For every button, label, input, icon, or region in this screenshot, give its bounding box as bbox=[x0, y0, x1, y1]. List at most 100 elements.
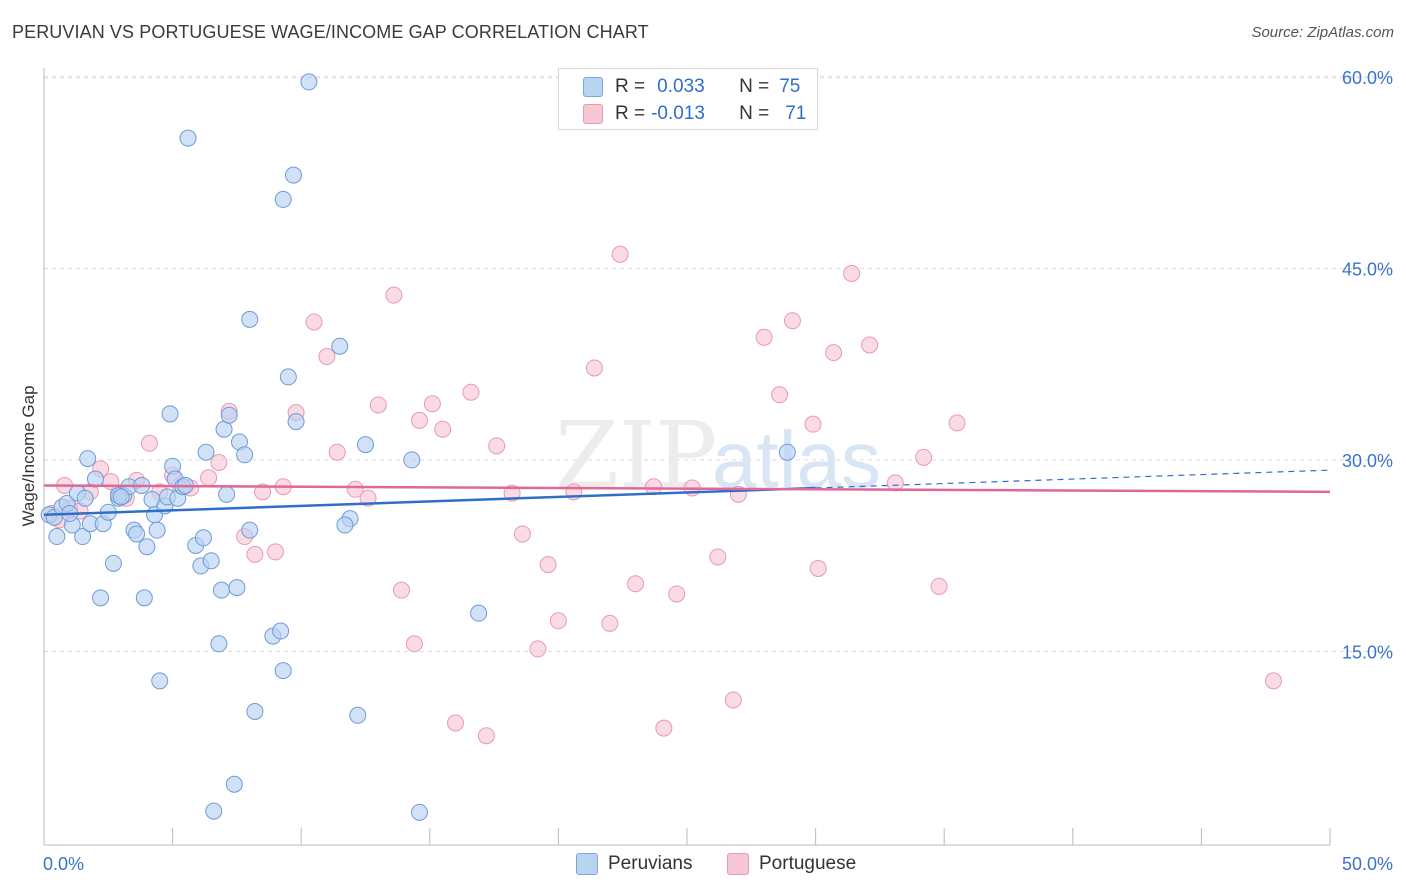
peruvian-trend-extension bbox=[815, 469, 1331, 489]
y-axis-label: Wage/Income Gap bbox=[19, 385, 38, 526]
portuguese-point bbox=[783, 312, 801, 330]
portuguese-point bbox=[385, 286, 403, 304]
portuguese-point bbox=[411, 411, 429, 429]
portuguese-point bbox=[825, 344, 843, 362]
peruvian-point bbox=[194, 529, 212, 547]
r-label: R = bbox=[615, 76, 646, 97]
portuguese-point bbox=[200, 469, 218, 487]
peruvian-point bbox=[179, 129, 197, 147]
tick-labels: 15.0% 30.0% 45.0% 60.0% 0.0% 50.0% bbox=[43, 68, 1393, 874]
peruvian-point bbox=[220, 406, 238, 424]
peruvian-point bbox=[128, 525, 146, 543]
pink-swatch bbox=[727, 853, 749, 875]
trend-lines bbox=[43, 469, 1331, 517]
peruvian-point bbox=[218, 485, 236, 503]
chart-title: PERUVIAN VS PORTUGUESE WAGE/INCOME GAP C… bbox=[12, 22, 649, 42]
portuguese-point bbox=[549, 612, 567, 630]
portuguese-point bbox=[755, 328, 773, 346]
stats-legend: R = 0.033 N = 75 R = -0.013 N = 71 bbox=[558, 68, 818, 130]
y-tick-label: 30.0% bbox=[1342, 451, 1393, 471]
peruvian-point bbox=[104, 554, 122, 572]
peruvian-point bbox=[138, 538, 156, 556]
r-value: 0.033 bbox=[657, 76, 705, 97]
peruvian-point bbox=[287, 413, 305, 431]
peruvian-point bbox=[79, 450, 97, 468]
n-label: N = bbox=[739, 103, 770, 124]
portuguese-point bbox=[1264, 672, 1282, 690]
r-label: R = bbox=[615, 103, 646, 124]
portuguese-point bbox=[948, 414, 966, 432]
portuguese-point bbox=[254, 483, 272, 501]
portuguese-point bbox=[804, 415, 822, 433]
portuguese-point bbox=[529, 640, 547, 658]
peruvian-point bbox=[228, 579, 246, 597]
axes bbox=[43, 68, 1331, 846]
portuguese-point bbox=[930, 577, 948, 595]
n-value: 75 bbox=[779, 76, 801, 97]
peruvian-point bbox=[151, 672, 169, 690]
peruvian-point bbox=[236, 446, 254, 464]
peruvian-point bbox=[148, 521, 166, 539]
peruvian-point bbox=[246, 702, 264, 720]
legend-portuguese[interactable]: Portuguese bbox=[727, 851, 856, 877]
portuguese-point bbox=[423, 395, 441, 413]
watermark: ZIP atlas bbox=[555, 402, 881, 509]
portuguese-point bbox=[140, 434, 158, 452]
portuguese-point bbox=[861, 336, 879, 354]
portuguese-point bbox=[585, 359, 603, 377]
y-tick-label: 45.0% bbox=[1342, 259, 1393, 279]
peruvian-points bbox=[40, 73, 796, 821]
portuguese-point bbox=[328, 443, 346, 461]
peruvian-point bbox=[210, 635, 228, 653]
legend-peruvians[interactable]: Peruvians bbox=[576, 851, 693, 877]
portuguese-point bbox=[627, 575, 645, 593]
portuguese-point bbox=[393, 581, 411, 599]
peruvian-point bbox=[86, 470, 104, 488]
peruvian-trend-line bbox=[43, 486, 816, 517]
x-tick-label: 50.0% bbox=[1342, 854, 1393, 874]
peruvian-point bbox=[357, 436, 374, 454]
portuguese-point bbox=[266, 543, 284, 561]
legend-peruvians-label: Peruvians bbox=[608, 853, 693, 874]
portuguese-point bbox=[369, 396, 387, 414]
pink-swatch bbox=[583, 104, 603, 124]
peruvian-point bbox=[241, 310, 259, 328]
portuguese-point bbox=[724, 691, 742, 709]
portuguese-point bbox=[771, 386, 789, 404]
y-tick-label: 60.0% bbox=[1342, 68, 1393, 88]
peruvian-point bbox=[274, 662, 292, 680]
blue-swatch bbox=[583, 77, 603, 97]
legend-portuguese-label: Portuguese bbox=[759, 853, 857, 874]
x-tick-label: 0.0% bbox=[43, 854, 84, 874]
peruvian-point bbox=[284, 166, 302, 184]
peruvian-point bbox=[411, 803, 429, 821]
peruvian-point bbox=[205, 802, 223, 820]
portuguese-points bbox=[43, 245, 1282, 745]
portuguese-point bbox=[539, 556, 557, 574]
peruvian-point bbox=[197, 443, 215, 461]
portuguese-point bbox=[513, 525, 531, 543]
source-label: Source: ZipAtlas.com bbox=[1251, 24, 1394, 41]
portuguese-point bbox=[434, 420, 452, 438]
peruvian-point bbox=[272, 622, 290, 640]
peruvian-point bbox=[48, 528, 66, 546]
peruvian-point bbox=[112, 488, 130, 506]
peruvian-point bbox=[135, 589, 153, 607]
peruvian-point bbox=[161, 405, 179, 423]
portuguese-point bbox=[611, 245, 629, 263]
legend-row-peruvians: R = 0.033 N = 75 bbox=[583, 75, 800, 99]
peruvian-point bbox=[336, 516, 354, 534]
peruvian-point bbox=[331, 337, 349, 355]
portuguese-point bbox=[601, 614, 619, 632]
portuguese-point bbox=[809, 559, 827, 577]
legend-row-portuguese: R = -0.013 N = 71 bbox=[583, 102, 806, 126]
portuguese-point bbox=[915, 448, 933, 466]
portuguese-point bbox=[668, 585, 686, 603]
portuguese-trend-line bbox=[43, 484, 1331, 494]
y-tick-label: 15.0% bbox=[1342, 642, 1393, 662]
portuguese-point bbox=[843, 264, 861, 282]
portuguese-point bbox=[503, 484, 521, 502]
peruvian-point bbox=[349, 706, 367, 724]
portuguese-point bbox=[709, 548, 727, 566]
portuguese-point bbox=[318, 347, 336, 365]
